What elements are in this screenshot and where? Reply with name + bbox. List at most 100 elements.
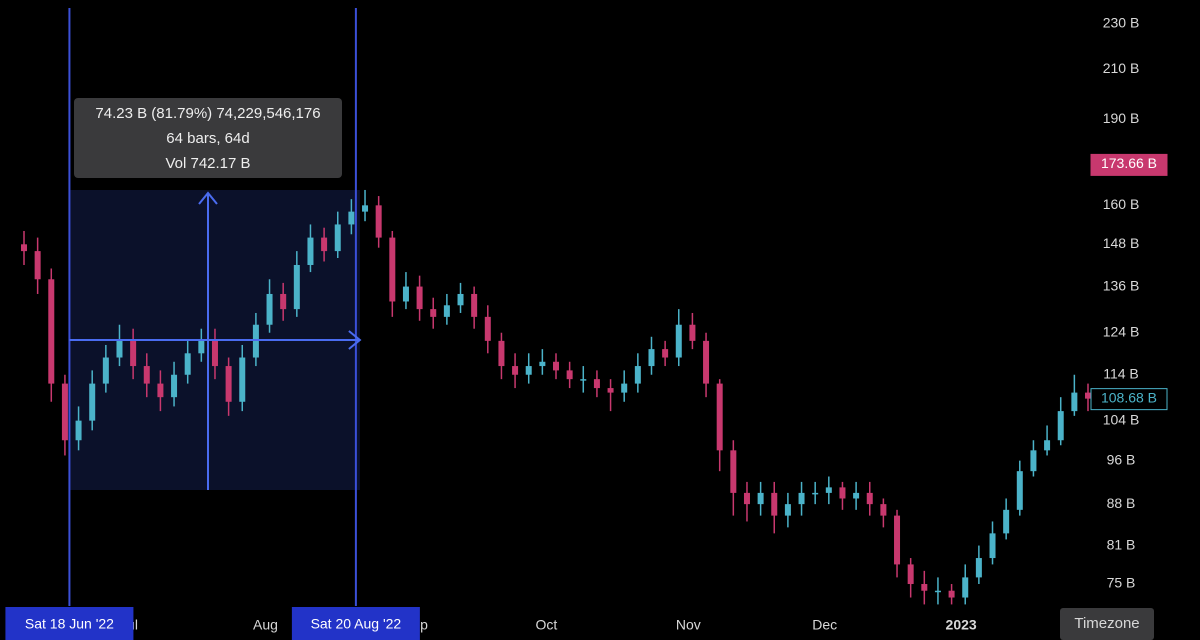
candle-body xyxy=(607,388,614,393)
candle-body xyxy=(894,515,901,565)
y-tick-label: 114 B xyxy=(1103,365,1139,381)
candle-body xyxy=(812,492,819,495)
candle-body xyxy=(825,487,832,493)
candle-body xyxy=(525,366,532,375)
candle-body xyxy=(375,205,382,238)
candle-body xyxy=(989,533,996,559)
candle-body xyxy=(675,324,682,358)
candle-body xyxy=(553,361,559,371)
arrow-head xyxy=(198,191,218,205)
candle-body xyxy=(648,349,655,367)
candle-body xyxy=(266,293,273,325)
candle-body xyxy=(143,366,150,384)
candle-body xyxy=(184,353,191,375)
candle-body xyxy=(21,244,27,252)
candle-body xyxy=(198,340,205,354)
candle-body xyxy=(975,558,982,578)
y-tick-label: 75 B xyxy=(1107,575,1136,591)
candle-body xyxy=(689,324,696,341)
candle-body xyxy=(880,504,887,516)
tooltip-line: 64 bars, 64d xyxy=(166,130,249,147)
x-tick-label: Dec xyxy=(812,617,837,633)
candle-body xyxy=(75,420,82,441)
candle-body xyxy=(566,370,573,380)
candle-body xyxy=(716,383,723,451)
candle-body xyxy=(471,293,478,317)
candle-body xyxy=(1016,471,1023,510)
candle-body xyxy=(430,309,437,317)
measure-tooltip xyxy=(74,98,342,178)
candle-body xyxy=(853,492,860,499)
candle-body xyxy=(402,286,409,302)
price-marker-label: 108.68 B xyxy=(1101,389,1157,405)
tooltip-line: 74.23 B (81.79%) 74,229,546,176 xyxy=(95,105,320,122)
candle-body xyxy=(907,564,914,585)
candle-body xyxy=(389,237,396,302)
x-tick-label: Aug xyxy=(253,617,278,633)
candle-body xyxy=(703,340,710,384)
candle-body xyxy=(239,357,246,402)
candle-body xyxy=(34,251,41,280)
candle-body xyxy=(948,590,955,598)
candle-body xyxy=(1003,509,1010,534)
y-tick-label: 124 B xyxy=(1103,323,1140,339)
arrow-head xyxy=(348,330,362,350)
candle-body xyxy=(252,324,259,358)
candle-body xyxy=(443,305,450,317)
date-marker-label: Sat 20 Aug '22 xyxy=(311,616,402,632)
candle-body xyxy=(102,357,109,384)
candle-body xyxy=(1030,450,1037,472)
candle-body xyxy=(539,361,546,367)
candle-body xyxy=(61,383,68,441)
y-tick-label: 88 B xyxy=(1107,495,1136,511)
price-marker xyxy=(1090,153,1168,176)
candle-body xyxy=(662,349,669,358)
candle-body xyxy=(934,590,941,593)
timezone-button[interactable] xyxy=(1060,608,1154,640)
candle-body xyxy=(362,205,369,212)
candle-body xyxy=(512,366,519,375)
candle-body xyxy=(225,366,232,402)
date-marker-box xyxy=(5,607,134,640)
y-tick-label: 104 B xyxy=(1103,411,1140,427)
candle-body xyxy=(921,584,928,591)
candle-body xyxy=(593,379,600,389)
candle-body xyxy=(634,366,641,384)
candle-body xyxy=(962,577,969,598)
candle-body xyxy=(280,293,287,310)
candle-body xyxy=(484,316,491,341)
x-tick-label: Oct xyxy=(536,617,558,633)
date-marker-label: Sat 18 Jun '22 xyxy=(25,616,114,632)
y-tick-label: 160 B xyxy=(1103,196,1140,212)
candle-body xyxy=(798,492,805,505)
date-marker-box xyxy=(291,607,420,640)
candle-body xyxy=(171,374,178,398)
y-tick-label: 148 B xyxy=(1103,235,1140,251)
candle-body xyxy=(1071,392,1078,412)
candle-body xyxy=(498,340,505,367)
candle-body xyxy=(130,340,137,367)
candle-body xyxy=(157,383,164,398)
y-tick-label: 81 B xyxy=(1107,536,1136,552)
timezone-label[interactable]: Timezone xyxy=(1074,615,1139,632)
candle-body xyxy=(621,383,628,393)
candle-body xyxy=(784,504,791,516)
tooltip-line: Vol 742.17 B xyxy=(165,155,250,172)
candle-body xyxy=(757,492,764,505)
y-tick-label: 230 B xyxy=(1103,15,1140,31)
candle-body xyxy=(1057,411,1064,441)
candle-body xyxy=(307,237,314,265)
x-tick-label: 2023 xyxy=(946,617,977,633)
candle-body xyxy=(839,487,846,499)
candle-body xyxy=(457,293,464,306)
candle-body xyxy=(211,340,218,367)
y-tick-label: 210 B xyxy=(1103,60,1140,76)
y-tick-label: 96 B xyxy=(1107,451,1136,467)
candle-body xyxy=(334,224,341,252)
candle-body xyxy=(89,383,96,421)
y-tick-label: 190 B xyxy=(1103,110,1140,126)
candle-body xyxy=(580,379,587,381)
candle-body xyxy=(866,492,873,505)
candle-body xyxy=(730,450,737,493)
